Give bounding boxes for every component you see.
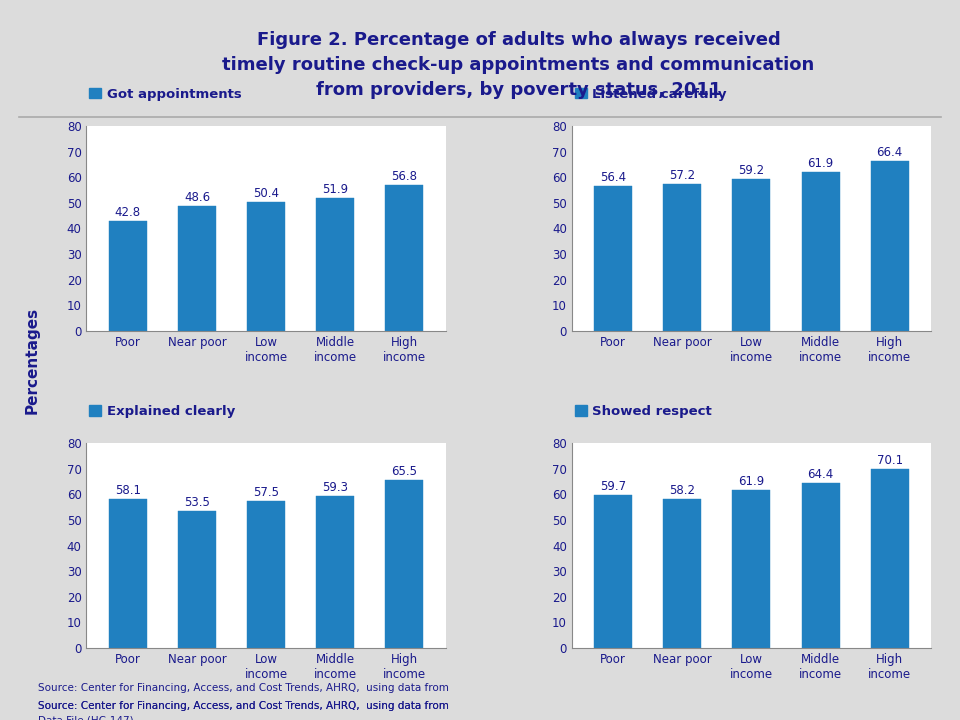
Bar	[316, 496, 354, 648]
Bar	[663, 184, 702, 330]
Text: 42.8: 42.8	[115, 206, 141, 219]
Bar	[108, 221, 147, 330]
Bar	[178, 511, 216, 648]
Legend: Explained clearly: Explained clearly	[89, 405, 235, 418]
Text: 57.5: 57.5	[253, 486, 279, 499]
Text: Source: Center for Financing, Access, and Cost Trends, AHRQ,  using data from: Source: Center for Financing, Access, an…	[38, 683, 452, 693]
Text: 59.7: 59.7	[600, 480, 626, 493]
Legend: Showed respect: Showed respect	[575, 405, 711, 418]
Bar	[108, 500, 147, 648]
Text: 51.9: 51.9	[323, 183, 348, 196]
Bar	[802, 483, 840, 648]
Bar	[594, 495, 633, 648]
Text: Source: Center for Financing, Access, and Cost Trends, AHRQ,  using data from: Source: Center for Financing, Access, an…	[38, 701, 452, 711]
Text: 66.4: 66.4	[876, 145, 902, 158]
Text: 56.4: 56.4	[600, 171, 626, 184]
Text: 58.1: 58.1	[115, 485, 141, 498]
Text: 57.2: 57.2	[669, 169, 695, 182]
Legend: Listened carefully: Listened carefully	[575, 88, 727, 101]
Bar	[732, 490, 771, 648]
Text: 61.9: 61.9	[807, 157, 833, 170]
Text: 59.3: 59.3	[323, 481, 348, 494]
Bar	[385, 185, 423, 330]
Bar	[385, 480, 423, 648]
Text: 61.9: 61.9	[738, 474, 764, 487]
Text: Source: Center for Financing, Access, and Cost Trends, AHRQ,  using data from: Source: Center for Financing, Access, an…	[38, 701, 452, 711]
Text: Data File (HC-147): Data File (HC-147)	[38, 716, 134, 720]
Text: Percentages: Percentages	[24, 307, 39, 413]
Text: 64.4: 64.4	[807, 468, 833, 481]
Text: 48.6: 48.6	[184, 192, 210, 204]
Text: 58.2: 58.2	[669, 484, 695, 497]
Text: 59.2: 59.2	[738, 164, 764, 177]
Text: 50.4: 50.4	[253, 186, 279, 199]
Text: Figure 2. Percentage of adults who always received: Figure 2. Percentage of adults who alway…	[256, 30, 780, 49]
Bar	[732, 179, 771, 330]
Bar	[871, 161, 909, 330]
Bar	[663, 499, 702, 648]
Text: 65.5: 65.5	[392, 465, 418, 478]
Legend: Got appointments: Got appointments	[89, 88, 241, 101]
Text: 56.8: 56.8	[392, 171, 418, 184]
Text: timely routine check-up appointments and communication: timely routine check-up appointments and…	[223, 55, 814, 73]
Bar	[178, 207, 216, 330]
Bar	[247, 501, 285, 648]
Text: 53.5: 53.5	[184, 496, 210, 509]
Text: from providers, by poverty status, 2011: from providers, by poverty status, 2011	[316, 81, 721, 99]
Bar	[247, 202, 285, 330]
Bar	[316, 198, 354, 330]
Bar	[802, 172, 840, 330]
Text: 70.1: 70.1	[876, 454, 902, 467]
Bar	[594, 186, 633, 330]
Bar	[871, 469, 909, 648]
